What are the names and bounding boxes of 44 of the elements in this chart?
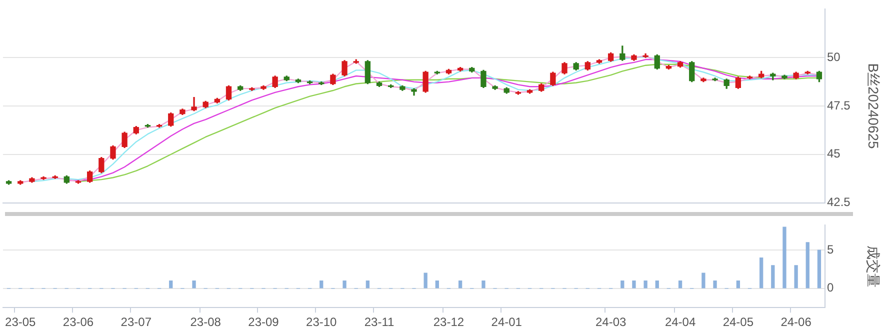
bar xyxy=(655,280,659,288)
y-tick-label: 50 xyxy=(827,50,841,64)
bar xyxy=(806,242,810,288)
bar xyxy=(644,280,648,288)
bar xyxy=(620,280,624,288)
y-tick-label: 0 xyxy=(827,280,834,295)
y-axis-title: B丝20240625 xyxy=(866,63,882,150)
x-tick-label: 23-10 xyxy=(306,315,338,330)
x-tick-label: 23-11 xyxy=(364,315,394,330)
bar xyxy=(713,280,717,288)
x-tick-label: 23-09 xyxy=(248,315,280,330)
bar xyxy=(458,280,462,288)
bar xyxy=(632,280,636,288)
bar xyxy=(366,280,370,288)
x-tick-label: 24-04 xyxy=(664,315,696,330)
x-tick-label: 24-01 xyxy=(491,315,522,330)
x-tick-label: 23-12 xyxy=(433,315,464,330)
bar xyxy=(424,272,428,288)
x-tick-label: 23-05 xyxy=(5,315,36,330)
y-axis-title: 成交量 xyxy=(866,245,882,288)
x-tick-label: 23-07 xyxy=(120,315,152,330)
x-tick-label: 23-08 xyxy=(190,315,222,330)
x-tick-label: 24-03 xyxy=(595,315,626,330)
x-tick-label: 24-06 xyxy=(780,315,812,330)
bar xyxy=(342,280,346,288)
bar xyxy=(482,280,486,288)
bar xyxy=(320,280,324,288)
bar xyxy=(678,280,682,288)
bar xyxy=(192,280,196,288)
bar xyxy=(435,280,439,288)
bar xyxy=(702,272,706,288)
y-tick-label: 45 xyxy=(827,146,841,161)
bar xyxy=(169,280,173,288)
y-tick-label: 42.5 xyxy=(827,195,851,210)
bar xyxy=(759,257,764,288)
x-tick-label: 24-05 xyxy=(722,315,754,330)
y-tick-label: 47.5 xyxy=(827,98,851,112)
bar xyxy=(794,265,798,288)
y-tick-label: 5 xyxy=(827,242,834,256)
bar xyxy=(736,280,740,288)
bar xyxy=(817,250,822,288)
bar xyxy=(771,265,775,288)
bar xyxy=(782,226,786,288)
x-tick-label: 23-06 xyxy=(62,315,94,330)
